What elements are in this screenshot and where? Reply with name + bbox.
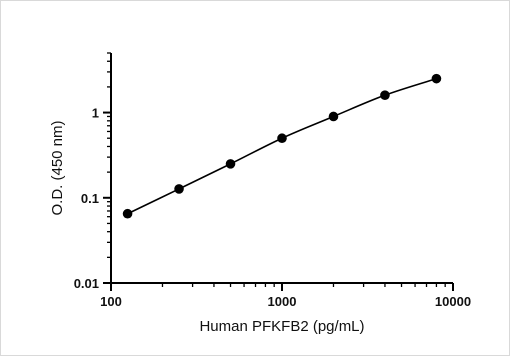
x-tick-label: 10000 [435, 294, 471, 309]
data-point [277, 133, 287, 144]
series-line [127, 77, 437, 215]
y-tick-label: 1 [92, 106, 99, 121]
data-point [328, 111, 339, 122]
y-tick-label: 0.01 [74, 276, 99, 291]
y-axis-title: O.D. (450 nm) [49, 120, 66, 215]
x-tick-label: 100 [100, 294, 122, 309]
data-point [380, 90, 390, 100]
x-tick-label: 1000 [268, 294, 297, 309]
data-point [174, 184, 184, 194]
y-tick-label: 0.1 [81, 191, 99, 206]
curve-layer [127, 77, 437, 215]
axes: 100 1000 10000 0.01 0.1 1 [74, 52, 471, 309]
x-axis-title: Human PFKFB2 (pg/mL) [199, 318, 364, 335]
data-point [225, 159, 236, 169]
points-layer [122, 73, 442, 219]
data-point [431, 73, 442, 84]
data-point [122, 208, 133, 219]
